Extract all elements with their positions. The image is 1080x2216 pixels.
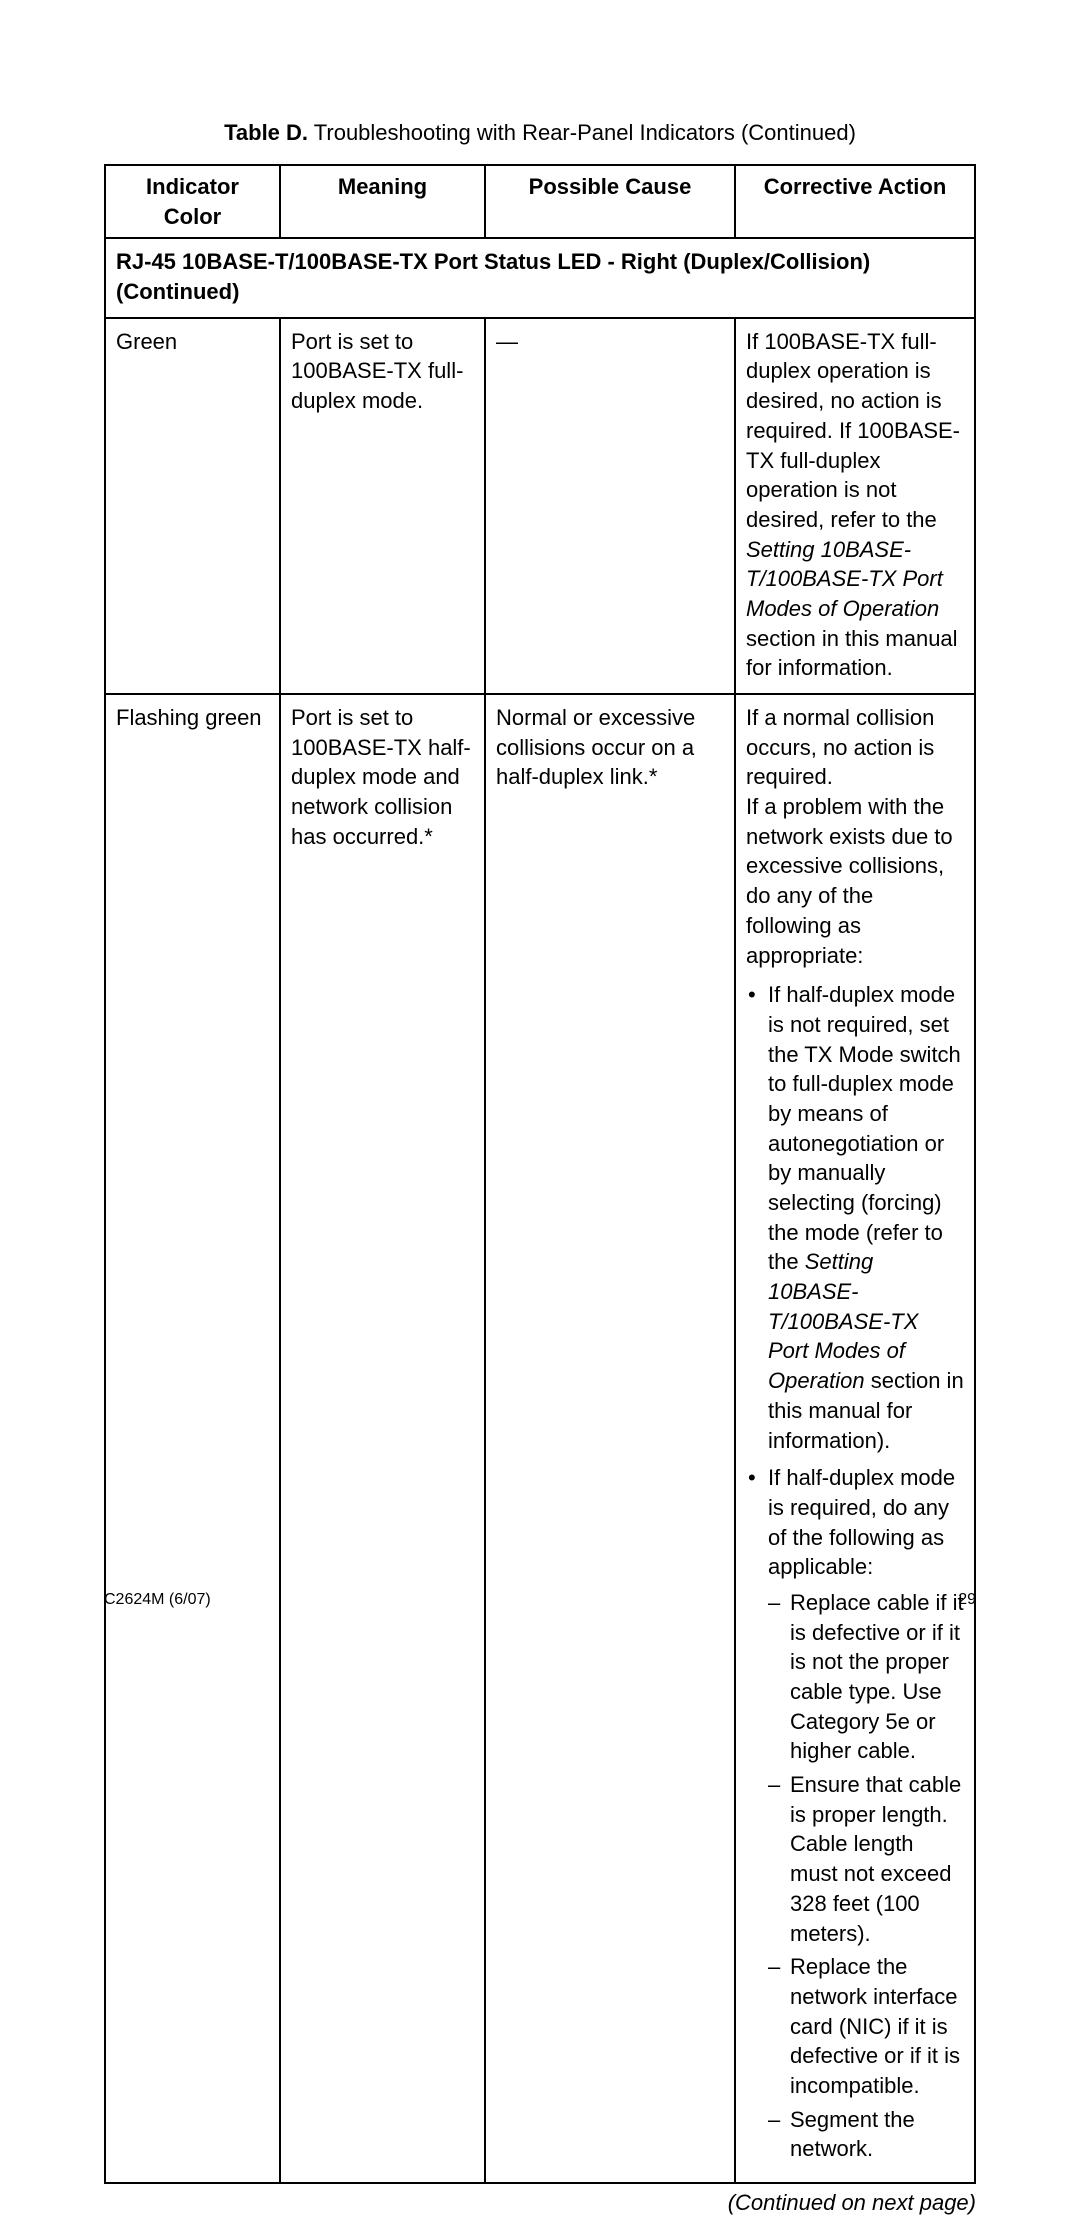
header-indicator-color: Indicator Color: [105, 165, 280, 238]
table-row: Green Port is set to 100BASE-TX full-dup…: [105, 318, 975, 694]
cell-action: If a normal collision occurs, no action …: [735, 694, 975, 2183]
header-corrective-action: Corrective Action: [735, 165, 975, 238]
header-meaning: Meaning: [280, 165, 485, 238]
action-paragraph: If a problem with the network exists due…: [746, 792, 964, 970]
action-bullet-list: If half-duplex mode is not required, set…: [746, 980, 964, 2164]
footer-left: C2624M (6/07): [104, 1591, 211, 1609]
subheader-cell: RJ-45 10BASE-T/100BASE-TX Port Status LE…: [105, 238, 975, 317]
action-paragraph: If a normal collision occurs, no action …: [746, 703, 964, 792]
list-item: Replace the network interface card (NIC)…: [768, 1952, 964, 2100]
action-text-pre: If 100BASE-TX full-duplex operation is d…: [746, 329, 960, 532]
list-item: Replace cable if it is defective or if i…: [768, 1588, 964, 1766]
page-footer: C2624M (6/07) 29: [104, 1591, 976, 1609]
list-item: Ensure that cable is proper length. Cabl…: [768, 1770, 964, 1948]
cell-action: If 100BASE-TX full-duplex operation is d…: [735, 318, 975, 694]
footer-page-number: 29: [958, 1591, 976, 1609]
cell-meaning: Port is set to 100BASE-TX full-duplex mo…: [280, 318, 485, 694]
cell-indicator: Flashing green: [105, 694, 280, 2183]
cell-meaning: Port is set to 100BASE-TX half-duplex mo…: [280, 694, 485, 2183]
bullet-text: If half-duplex mode is required, do any …: [768, 1465, 955, 1579]
cell-cause: —: [485, 318, 735, 694]
cell-cause: Normal or excessive colli­sions occur on…: [485, 694, 735, 2183]
header-possible-cause: Possible Cause: [485, 165, 735, 238]
continued-note: (Continued on next page): [104, 2190, 976, 2216]
page: Table D. Troubleshooting with Rear-Panel…: [0, 0, 1080, 1669]
list-item: Segment the network.: [768, 2105, 964, 2164]
table-caption: Table D. Troubleshooting with Rear-Panel…: [104, 120, 976, 146]
table-header-row: Indicator Color Meaning Possible Cause C…: [105, 165, 975, 238]
action-text-italic: Setting 10BASE-T/100BASE-TX Port Modes o…: [746, 537, 943, 621]
caption-label: Table D.: [224, 120, 308, 145]
table-row: Flashing green Port is set to 100BASE-TX…: [105, 694, 975, 2183]
table-subheader-row: RJ-45 10BASE-T/100BASE-TX Port Status LE…: [105, 238, 975, 317]
bullet-text-pre: If half-duplex mode is not required, set…: [768, 982, 961, 1274]
action-dash-list: Replace cable if it is defective or if i…: [768, 1588, 964, 2164]
cell-indicator: Green: [105, 318, 280, 694]
list-item: If half-duplex mode is required, do any …: [746, 1463, 964, 2164]
list-item: If half-duplex mode is not required, set…: [746, 980, 964, 1455]
caption-text: Troubleshooting with Rear-Panel Indicato…: [314, 120, 856, 145]
action-text-post: section in this manual for information.: [746, 626, 958, 681]
troubleshooting-table: Indicator Color Meaning Possible Cause C…: [104, 164, 976, 2184]
